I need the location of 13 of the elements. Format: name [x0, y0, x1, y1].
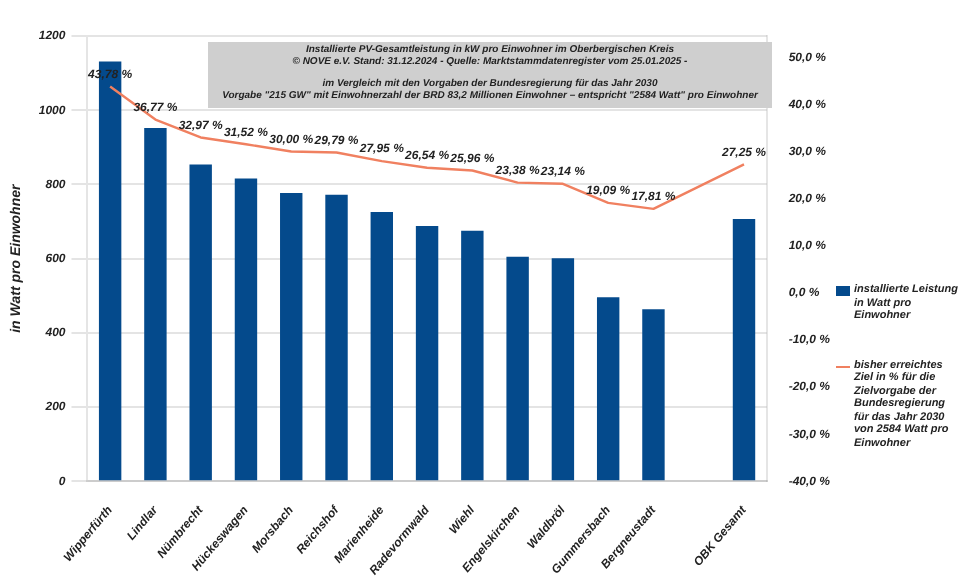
bar — [144, 128, 167, 481]
bar — [461, 230, 484, 481]
bar — [551, 258, 575, 481]
bar — [642, 309, 665, 481]
bar — [280, 192, 303, 481]
bar — [189, 164, 212, 481]
bar — [234, 178, 258, 481]
bar — [370, 211, 393, 481]
bar — [325, 194, 348, 481]
bar — [732, 218, 756, 481]
bar — [596, 297, 620, 481]
bar — [415, 226, 439, 481]
bar — [506, 256, 529, 481]
